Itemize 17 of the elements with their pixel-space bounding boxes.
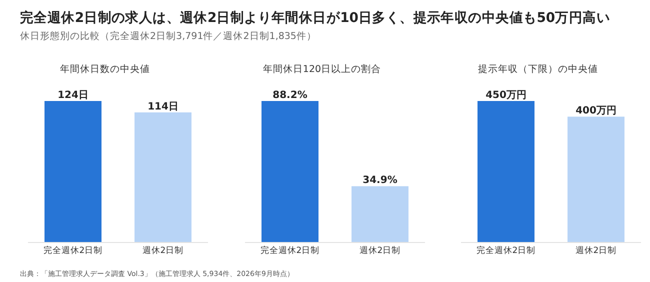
chart-title: 年間休日120日以上の割合: [262, 63, 382, 75]
data-label: 400万円: [576, 106, 616, 117]
data-label: 114日: [148, 101, 178, 112]
data-label: 124日: [58, 90, 88, 101]
text: 休日形態別の比較（完全週休2日制3,791件／週休2日制1,835件）: [20, 30, 316, 42]
text: 完全週休2日制の求人は、週休2日制より年間休日が10日多く、提示年収の中央値も50万円高い: [20, 9, 622, 26]
x-tick-label: 週休2日制: [359, 245, 401, 256]
x-tick-label: 完全週休2日制: [260, 245, 320, 256]
x-tick-label: 完全週休2日制: [43, 245, 103, 256]
x-tick-label: 週休2日制: [575, 245, 617, 256]
chart-title: 提示年収（下限）の中央値: [478, 63, 598, 75]
data-label: 34.9%: [362, 175, 398, 186]
x-tick-label: 完全週休2日制: [476, 245, 536, 256]
data-label: 88.2%: [272, 90, 308, 101]
chart-title: 年間休日数の中央値: [60, 63, 150, 75]
x-tick-label: 週休2日制: [142, 245, 184, 256]
data-label: 450万円: [486, 90, 526, 101]
